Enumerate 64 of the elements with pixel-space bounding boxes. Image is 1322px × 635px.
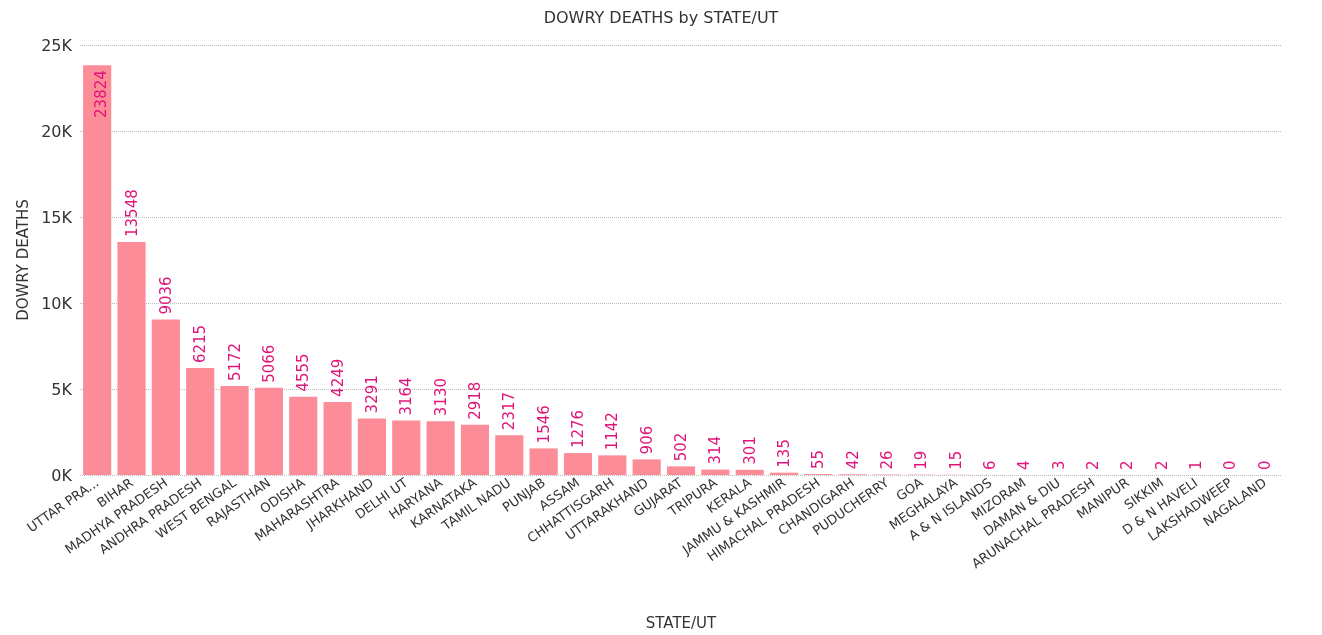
bar [117,241,146,475]
data-label: 314 [706,435,725,465]
data-label: 2 [1118,460,1137,470]
data-label: 9036 [156,276,175,315]
data-label: 1 [1187,460,1206,470]
data-label: 301 [740,436,759,465]
y-tick-label: 5K [51,379,73,399]
bar [426,421,455,475]
data-label: 2 [1084,460,1103,470]
bar [151,319,180,475]
data-label: 1142 [603,412,622,451]
data-label: 2918 [465,381,484,420]
data-label: 4 [1015,460,1034,470]
bar [632,459,661,475]
bar [323,401,352,475]
data-label: 3 [1049,460,1068,470]
y-axis-title: DOWRY DEATHS [13,199,32,321]
data-label: 42 [843,450,862,470]
bar [220,386,249,475]
data-label: 3291 [362,375,381,414]
data-label: 3164 [397,377,416,416]
y-tick-label: 20K [41,121,73,141]
x-axis-title: STATE/UT [645,613,718,632]
bar [392,420,421,475]
data-label: 135 [775,439,794,468]
bar [186,368,215,475]
data-label: 15 [946,450,965,470]
bar [357,418,386,475]
data-label: 1276 [568,409,587,449]
data-label: 502 [672,432,690,462]
chart-title: DOWRY DEATHS by STATE/UT [543,7,779,27]
data-label: 0 [1221,460,1240,470]
bar [701,469,730,475]
data-label: 6 [981,460,1000,470]
y-tick-label: 15K [41,207,73,227]
bar [598,455,627,475]
bar [666,466,696,475]
data-label: 6215 [191,324,210,364]
data-label: 2 [1152,460,1171,470]
bar [289,396,318,475]
bar [529,448,558,475]
data-label: 23824 [92,70,111,118]
bar [83,65,112,475]
bar [735,469,764,475]
data-label: 4555 [294,353,313,392]
data-label: 4249 [328,358,347,397]
data-label: 13548 [122,189,141,237]
data-label: 906 [637,425,656,455]
data-label: 1546 [534,405,553,444]
bar [563,453,593,475]
data-label: 19 [912,450,931,470]
data-label: 26 [878,450,897,470]
y-tick-label: 10K [41,293,73,313]
data-label: 5066 [259,344,278,383]
data-label: 2317 [500,391,519,431]
bar [460,424,490,475]
bar [495,435,524,475]
y-tick-label: 0K [51,465,73,485]
data-label: 0 [1255,460,1274,470]
bar [254,387,283,475]
data-label: 55 [809,449,828,470]
y-tick-label: 25K [41,35,73,55]
data-label: 5172 [225,342,244,382]
data-label: 3130 [431,377,450,417]
